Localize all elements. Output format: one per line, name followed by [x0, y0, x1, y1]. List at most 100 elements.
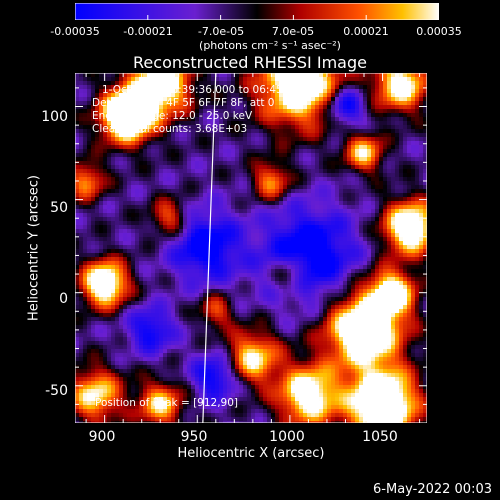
heatmap-cell [291, 341, 296, 346]
heatmap-cell [75, 397, 80, 402]
heatmap-cell [227, 161, 232, 166]
heatmap-cell [251, 365, 256, 370]
heatmap-cell [275, 333, 280, 338]
heatmap-cell [195, 97, 200, 102]
heatmap-cell [119, 349, 124, 354]
heatmap-cell [287, 353, 292, 358]
heatmap-cell [135, 337, 140, 342]
heatmap-cell [119, 249, 124, 254]
heatmap-cell [203, 409, 208, 414]
heatmap-cell [171, 401, 176, 406]
heatmap-cell [127, 197, 132, 202]
heatmap-cell [111, 241, 116, 246]
heatmap-cell [215, 81, 220, 86]
heatmap-cell [143, 105, 148, 110]
heatmap-cell [263, 201, 268, 206]
heatmap-cell [99, 245, 104, 250]
heatmap-cell [295, 417, 300, 422]
heatmap-cell [243, 149, 248, 154]
heatmap-cell [155, 361, 160, 366]
heatmap-cell [163, 253, 168, 258]
heatmap-cell [267, 269, 272, 274]
heatmap-cell [151, 369, 156, 374]
heatmap-cell [123, 345, 128, 350]
heatmap-cell [243, 185, 248, 190]
heatmap-cell [143, 285, 148, 290]
heatmap-cell [79, 293, 84, 298]
heatmap-cell [95, 197, 100, 202]
heatmap-cell [219, 133, 224, 138]
heatmap-cell [107, 289, 112, 294]
heatmap-cell [79, 145, 84, 150]
heatmap-cell [167, 421, 172, 423]
heatmap-cell [131, 325, 136, 330]
heatmap-cell [111, 221, 116, 226]
heatmap-cell [239, 293, 244, 298]
heatmap-cell [299, 89, 304, 94]
heatmap-cell [247, 321, 252, 326]
heatmap-cell [223, 269, 228, 274]
heatmap-cell [263, 273, 268, 278]
heatmap-cell [227, 357, 232, 362]
heatmap-cell [115, 133, 120, 138]
heatmap-cell [83, 177, 88, 182]
heatmap-cell [99, 77, 104, 82]
heatmap-cell [139, 229, 144, 234]
heatmap-cell [103, 129, 108, 134]
heatmap-cell [199, 393, 204, 398]
heatmap-cell [131, 157, 136, 162]
heatmap-cell [111, 389, 116, 394]
heatmap-cell [87, 349, 92, 354]
heatmap-cell [271, 421, 276, 423]
heatmap-cell [267, 257, 272, 262]
heatmap-cell [115, 209, 120, 214]
heatmap-cell [283, 273, 288, 278]
heatmap-cell [207, 129, 212, 134]
heatmap-cell [107, 301, 112, 306]
heatmap-cell [223, 401, 228, 406]
heatmap-cell [155, 233, 160, 238]
heatmap-cell [75, 177, 80, 182]
heatmap-cell [247, 329, 252, 334]
heatmap-cell [291, 393, 296, 398]
heatmap-cell [79, 101, 84, 106]
heatmap-cell [91, 133, 96, 138]
heatmap-cell [183, 297, 188, 302]
heatmap-cell [151, 225, 156, 230]
heatmap-cell [219, 185, 224, 190]
heatmap-cell [227, 393, 232, 398]
heatmap-cell [235, 253, 240, 258]
heatmap-cell [207, 145, 212, 150]
heatmap-cell [159, 137, 164, 142]
heatmap-cell [91, 369, 96, 374]
heatmap-cell [259, 385, 264, 390]
heatmap-cell [99, 401, 104, 406]
heatmap-cell [267, 229, 272, 234]
heatmap-cell [115, 157, 120, 162]
heatmap-cell [135, 185, 140, 190]
heatmap-cell [91, 129, 96, 134]
heatmap-cell [143, 329, 148, 334]
heatmap-cell [211, 349, 216, 354]
heatmap-cell [87, 161, 92, 166]
heatmap-cell [155, 157, 160, 162]
heatmap-cell [263, 277, 268, 282]
heatmap-cell [235, 273, 240, 278]
heatmap-cell [243, 337, 248, 342]
heatmap-cell [287, 181, 292, 186]
heatmap-cell [91, 405, 96, 410]
heatmap-cell [235, 389, 240, 394]
heatmap-cell [291, 193, 296, 198]
heatmap-cell [215, 385, 220, 390]
heatmap-cell [171, 309, 176, 314]
heatmap-cell [203, 289, 208, 294]
heatmap-cell [111, 413, 116, 418]
heatmap-cell [127, 417, 132, 422]
heatmap-cell [91, 173, 96, 178]
heatmap-cell [91, 181, 96, 186]
heatmap-cell [75, 165, 80, 170]
heatmap-cell [299, 205, 304, 210]
heatmap-cell [143, 317, 148, 322]
heatmap-cell [259, 193, 264, 198]
heatmap-cell [167, 241, 172, 246]
